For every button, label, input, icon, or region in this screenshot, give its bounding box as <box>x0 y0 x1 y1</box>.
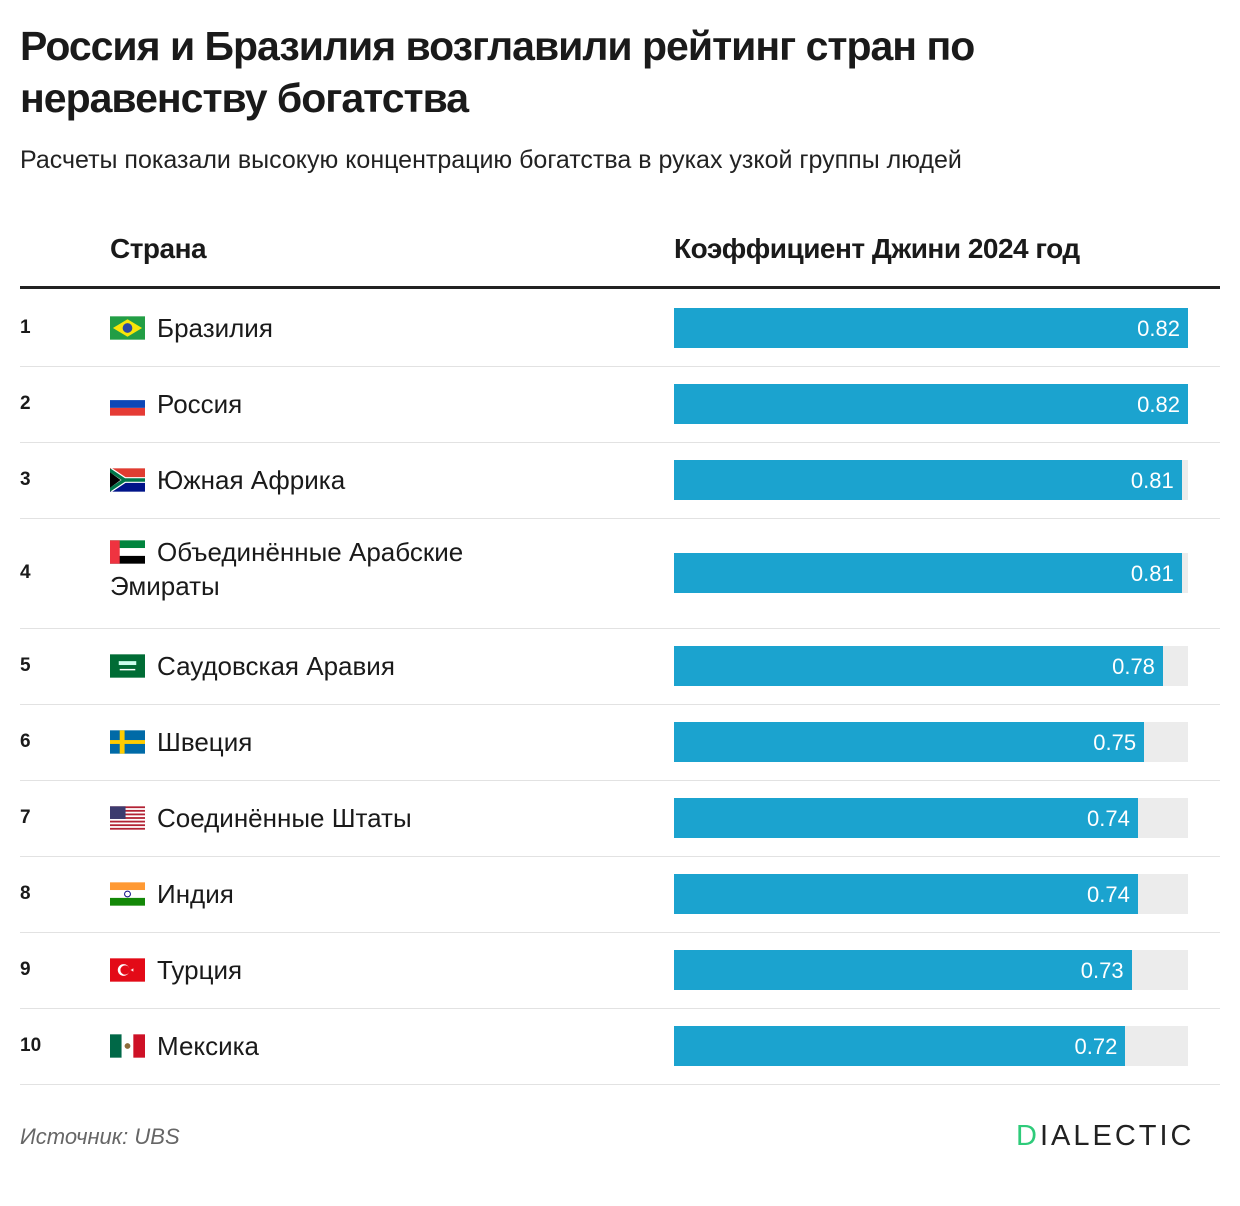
value-label: 0.82 <box>1137 392 1180 417</box>
gini-bar: 0.82 <box>674 308 1188 348</box>
gini-bar: 0.82 <box>674 384 1188 424</box>
gini-bar: 0.73 <box>674 950 1132 990</box>
dialectic-logo: DIALECTIC <box>1016 1120 1194 1153</box>
gini-bar: 0.74 <box>674 874 1138 914</box>
value-label: 0.72 <box>1074 1034 1118 1059</box>
country-name: Мексика <box>157 1031 260 1061</box>
logo-text: IALECTIC <box>1039 1120 1195 1152</box>
table-row: 2 Россия 0.82 <box>20 366 1220 443</box>
rank: 8 <box>20 883 31 904</box>
chart-subtitle: Расчеты показали высокую концентрацию бо… <box>20 146 962 174</box>
table-row: 10 Мексика 0.72 <box>20 1008 1220 1085</box>
table-row: 3 Южная Африка 0.81 <box>20 442 1220 519</box>
country-name: Бразилия <box>157 313 273 343</box>
country-name: Швеция <box>157 727 253 757</box>
bar-track: 0.74 <box>674 798 1188 838</box>
column-header-country: Страна <box>110 233 207 264</box>
russia-flag-icon <box>110 392 145 416</box>
rank: 7 <box>20 807 31 828</box>
value-label: 0.73 <box>1080 958 1124 983</box>
saudi-arabia-flag-icon <box>110 654 145 678</box>
rank: 3 <box>20 469 31 490</box>
country-name: Южная Африка <box>157 465 346 495</box>
rank: 2 <box>20 393 31 414</box>
table-row: 4 Объединённые Арабские Эмираты 0.81 <box>20 518 1220 629</box>
value-label: 0.82 <box>1137 316 1180 341</box>
table-row: 8 Индия 0.74 <box>20 856 1220 933</box>
usa-flag-icon <box>110 806 145 830</box>
rank: 4 <box>20 562 31 583</box>
table-row: 5 Саудовская Аравия 0.78 <box>20 628 1220 705</box>
rank: 9 <box>20 959 31 980</box>
country-cell: Бразилия <box>110 311 530 345</box>
country-name: Соединённые Штаты <box>157 803 412 833</box>
rank: 5 <box>20 655 31 676</box>
brazil-flag-icon <box>110 316 145 340</box>
value-label: 0.81 <box>1130 468 1174 493</box>
value-label: 0.81 <box>1130 561 1174 586</box>
country-name: Объединённые Арабские Эмираты <box>110 537 464 601</box>
mexico-flag-icon <box>110 1034 145 1058</box>
gini-bar: 0.72 <box>674 1026 1126 1066</box>
south-africa-flag-icon <box>110 468 145 492</box>
country-cell: Объединённые Арабские Эмираты <box>110 535 530 603</box>
country-cell: Турция <box>110 953 530 987</box>
value-label: 0.74 <box>1087 806 1130 831</box>
country-cell: Саудовская Аравия <box>110 649 530 683</box>
table-row: 7 Соединённые Штаты 0.74 <box>20 780 1220 857</box>
bar-track: 0.73 <box>674 950 1188 990</box>
bar-track: 0.75 <box>674 722 1188 762</box>
column-header-gini: Коэффициент Джини 2024 год <box>674 233 1080 264</box>
turkey-flag-icon <box>110 958 145 982</box>
bar-track: 0.78 <box>674 646 1188 686</box>
bar-track: 0.81 <box>674 460 1188 500</box>
table-row: 6 Швеция 0.75 <box>20 704 1220 781</box>
country-name: Россия <box>157 389 243 419</box>
country-cell: Швеция <box>110 725 530 759</box>
uae-flag-icon <box>110 540 145 564</box>
rank: 6 <box>20 731 31 752</box>
gini-bar: 0.81 <box>674 460 1182 500</box>
bar-track: 0.82 <box>674 384 1188 424</box>
gini-bar: 0.75 <box>674 722 1145 762</box>
bar-track: 0.74 <box>674 874 1188 914</box>
country-cell: Соединённые Штаты <box>110 801 530 835</box>
value-label: 0.74 <box>1087 882 1130 907</box>
rank: 10 <box>20 1035 42 1056</box>
chart-title: Россия и Бразилия возглавили рейтинг стр… <box>20 23 975 121</box>
logo-letter: D <box>1016 1120 1040 1152</box>
bar-track: 0.82 <box>674 308 1188 348</box>
bar-track: 0.81 <box>674 553 1188 593</box>
table-row: 9 Турция 0.73 <box>20 932 1220 1009</box>
gini-bar: 0.78 <box>674 646 1163 686</box>
country-cell: Мексика <box>110 1029 530 1063</box>
gini-bar: 0.74 <box>674 798 1138 838</box>
bar-track: 0.72 <box>674 1026 1188 1066</box>
country-name: Саудовская Аравия <box>157 651 395 681</box>
country-cell: Южная Африка <box>110 463 530 497</box>
india-flag-icon <box>110 882 145 906</box>
header-divider <box>20 286 1220 289</box>
value-label: 0.75 <box>1093 730 1137 755</box>
gini-bar: 0.81 <box>674 553 1182 593</box>
value-label: 0.78 <box>1112 654 1155 679</box>
country-cell: Индия <box>110 877 530 911</box>
country-cell: Россия <box>110 387 530 421</box>
rank: 1 <box>20 317 31 338</box>
source-note: Источник: UBS <box>20 1124 180 1149</box>
table-row: 1 Бразилия 0.82 <box>20 290 1220 367</box>
sweden-flag-icon <box>110 730 145 754</box>
country-name: Турция <box>157 955 243 985</box>
country-name: Индия <box>157 879 234 909</box>
